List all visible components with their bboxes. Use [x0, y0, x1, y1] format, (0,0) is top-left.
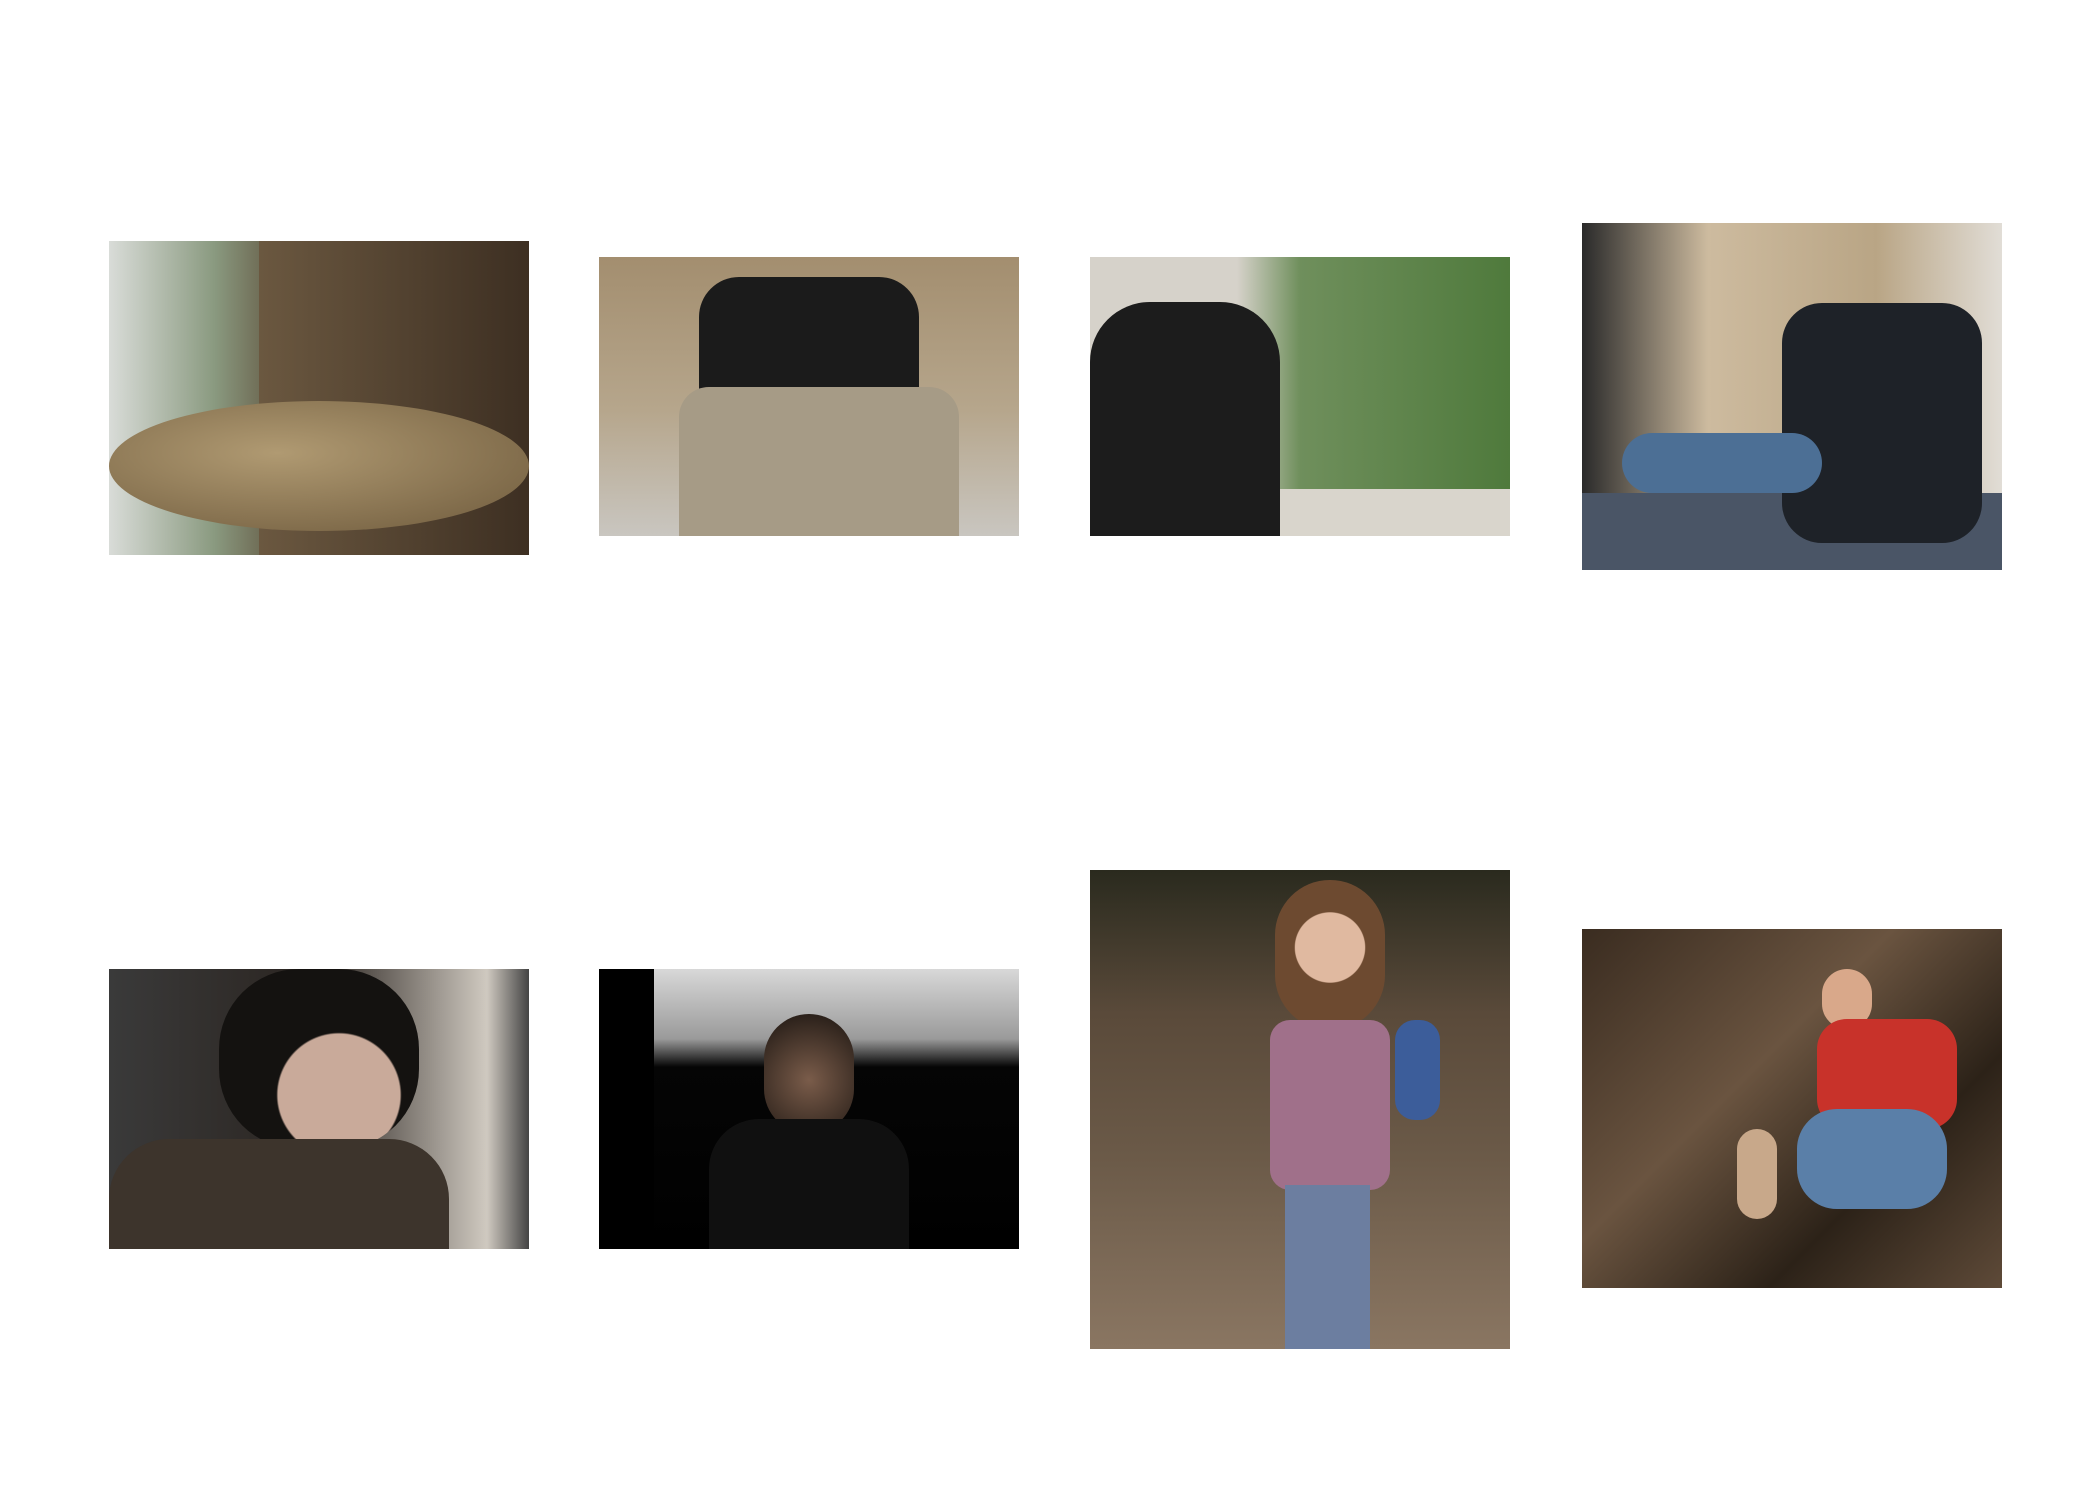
photo-detail: [1275, 880, 1385, 1030]
photo-detail: [679, 387, 959, 536]
photo[interactable]: [599, 969, 1019, 1249]
photo-detail: [709, 1119, 909, 1249]
photo-detail: [1285, 1185, 1370, 1349]
photo-detail: [1270, 1020, 1390, 1190]
photo[interactable]: [109, 241, 529, 555]
photo-detail: [1737, 1129, 1777, 1219]
photo[interactable]: [109, 969, 529, 1249]
photo[interactable]: [599, 257, 1019, 536]
photo-detail: [1395, 1020, 1440, 1120]
photo-detail: [599, 969, 654, 1249]
photo-detail: [764, 1014, 854, 1134]
photo-detail: [219, 969, 419, 1149]
photo-detail: [1622, 433, 1822, 493]
photo-detail: [109, 401, 529, 531]
photo-detail: [1280, 489, 1510, 536]
photo-detail: [1797, 1109, 1947, 1209]
photo[interactable]: [1582, 223, 2002, 570]
photo[interactable]: [1090, 870, 1510, 1349]
photo-detail: [109, 1139, 449, 1249]
photo[interactable]: [1582, 929, 2002, 1288]
photo-detail: [1782, 303, 1982, 543]
photo-detail: [1090, 302, 1280, 536]
photo[interactable]: [1090, 257, 1510, 536]
